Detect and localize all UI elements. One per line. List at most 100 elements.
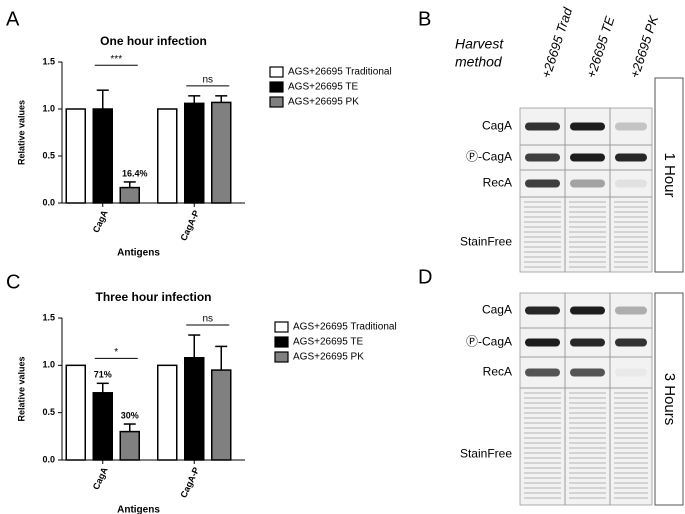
band: [570, 306, 605, 315]
row-label: CagA: [482, 303, 512, 317]
panel-label: C: [6, 271, 20, 293]
bar: [157, 364, 178, 461]
row-label: StainFree: [460, 447, 512, 461]
legend-swatch: [269, 96, 284, 108]
x-tick-label: CagA-P: [178, 209, 201, 243]
lane-cell: [609, 387, 653, 506]
x-tick-label: CagA: [91, 208, 110, 234]
significance-label: ***: [110, 54, 122, 65]
legend-label: AGS+26695 Traditional: [288, 67, 392, 78]
band: [615, 368, 647, 377]
error-bar: [188, 334, 201, 358]
row-label: CagA: [482, 119, 512, 133]
legend-swatch: [274, 351, 289, 363]
time-label: 1 Hour: [661, 152, 678, 197]
band: [570, 338, 605, 347]
band: [570, 122, 605, 131]
bar: [119, 430, 140, 461]
band: [525, 179, 560, 188]
lane-label: +26695 TE: [583, 14, 617, 80]
band: [570, 179, 605, 188]
bar: [92, 392, 113, 461]
band: [615, 153, 647, 162]
bar: [65, 364, 86, 461]
legend-label: AGS+26695 TE: [288, 82, 358, 93]
band: [525, 153, 560, 162]
error-bar: [215, 345, 228, 371]
legend-label: AGS+26695 PK: [288, 97, 359, 108]
bar: [184, 102, 205, 204]
band: [525, 368, 560, 377]
chart-title: One hour infection: [100, 34, 207, 48]
error-bar: [188, 95, 201, 104]
blot-header: Harvest: [455, 36, 504, 52]
row-label: StainFree: [460, 235, 512, 249]
x-axis-label: Antigens: [117, 505, 160, 514]
panel-label: B: [418, 8, 431, 30]
bar: [92, 108, 113, 204]
time-box: [654, 77, 684, 273]
y-tick-label: 1.0: [42, 360, 55, 370]
legend-label: AGS+26695 TE: [293, 337, 363, 348]
y-tick-label: 0.5: [42, 150, 55, 160]
bar: [65, 108, 86, 204]
y-tick-label: 0.0: [42, 197, 55, 207]
error-bar: [96, 89, 109, 109]
value-label: 16.4%: [122, 168, 148, 178]
error-bar: [215, 95, 228, 103]
lane-cell: [609, 196, 653, 273]
legend-label: AGS+26695 PK: [293, 352, 364, 363]
y-tick-label: 1.5: [42, 312, 55, 322]
legend-swatch: [269, 81, 284, 93]
value-label: 30%: [121, 410, 139, 420]
row-label: RecA: [483, 176, 512, 190]
bar: [211, 369, 232, 461]
band: [525, 338, 560, 347]
legend-label: AGS+26695 Traditional: [293, 322, 397, 333]
lane-label: +26695 Trad: [538, 5, 575, 80]
error-bar: [123, 423, 136, 432]
y-tick-label: 0.0: [42, 454, 55, 464]
error-bar: [123, 181, 136, 188]
time-box: [654, 292, 684, 506]
lane-label: +26695 PK: [627, 13, 662, 80]
significance-label: ns: [202, 314, 213, 325]
legend-swatch: [274, 321, 289, 333]
row-label: RecA: [483, 365, 512, 379]
y-tick-label: 1.5: [42, 56, 55, 66]
y-tick-label: 1.0: [42, 103, 55, 113]
band: [570, 153, 605, 162]
y-axis-label: Relative values: [16, 100, 26, 165]
x-tick-label: CagA-P: [178, 466, 201, 500]
panel-label: D: [418, 266, 432, 288]
error-bar: [96, 382, 109, 393]
x-axis-label: Antigens: [117, 248, 160, 259]
significance-label: *: [114, 347, 118, 358]
panel-label: A: [6, 8, 20, 30]
bar: [184, 357, 205, 461]
significance-label: ns: [202, 74, 213, 85]
band: [615, 179, 647, 188]
legend-swatch: [269, 66, 284, 78]
row-label: Ⓟ-CagA: [466, 335, 512, 349]
band: [615, 338, 647, 347]
time-label: 3 Hours: [661, 373, 678, 426]
band: [615, 122, 647, 131]
y-tick-label: 0.5: [42, 407, 55, 417]
x-tick-label: CagA: [91, 465, 110, 491]
value-label: 71%: [94, 370, 112, 380]
chart-title: Three hour infection: [95, 290, 211, 304]
band: [525, 306, 560, 315]
bar: [119, 186, 140, 204]
row-label: Ⓟ-CagA: [466, 150, 512, 164]
bar: [157, 108, 178, 204]
band: [570, 368, 605, 377]
band: [525, 122, 560, 131]
blot-bg: [520, 108, 652, 272]
legend-swatch: [274, 336, 289, 348]
y-axis-label: Relative values: [16, 356, 26, 421]
band: [615, 306, 647, 315]
blot-header: method: [455, 54, 503, 70]
bar: [211, 101, 232, 204]
